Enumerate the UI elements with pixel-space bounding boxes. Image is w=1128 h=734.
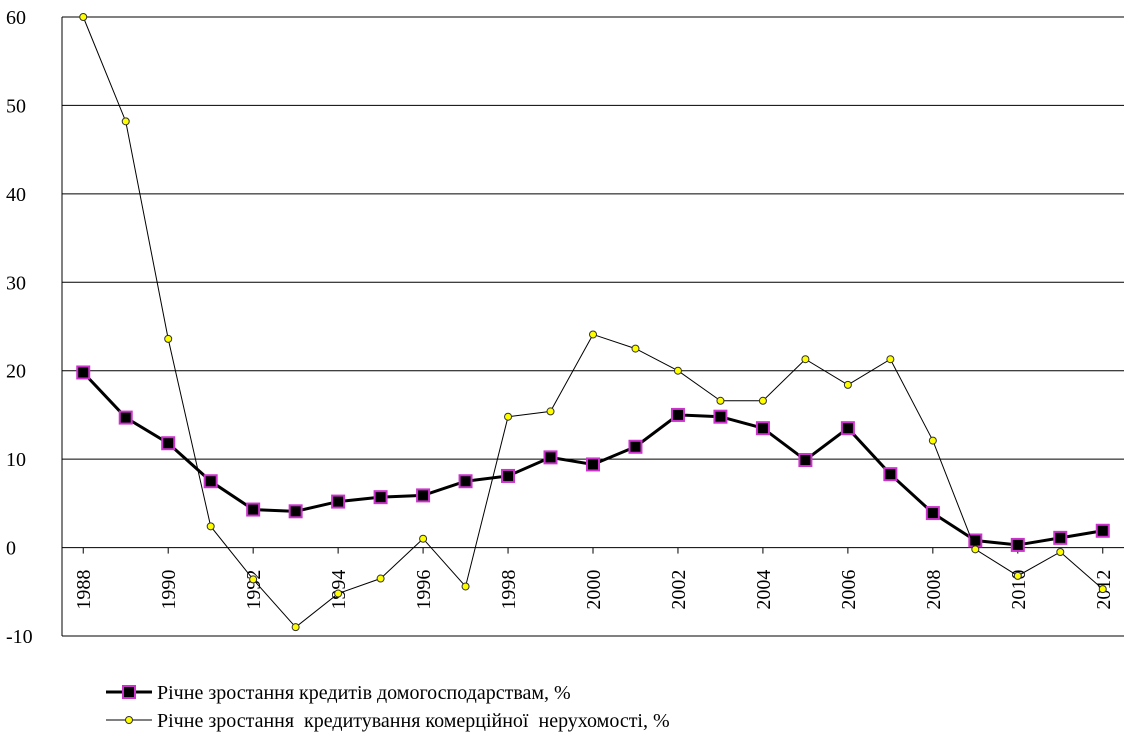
marker xyxy=(716,396,725,405)
marker xyxy=(843,380,852,389)
x-tick-label: 2004 xyxy=(753,570,775,610)
y-tick-label: 30 xyxy=(6,272,26,294)
y-tick-label: 60 xyxy=(6,7,26,29)
marker xyxy=(1095,523,1110,538)
marker xyxy=(589,330,597,339)
marker xyxy=(886,355,895,364)
legend-label: Річне зростання кредитування комерційної… xyxy=(157,710,670,732)
x-tick-label: 2002 xyxy=(668,570,690,610)
marker xyxy=(628,439,643,454)
marker xyxy=(798,453,813,468)
x-tick-label: 2010 xyxy=(1008,570,1030,610)
marker xyxy=(713,409,728,424)
marker xyxy=(164,334,173,343)
x-tick-label: 1996 xyxy=(413,570,435,610)
marker xyxy=(673,366,682,375)
marker xyxy=(971,545,980,554)
marker xyxy=(758,396,767,405)
marker xyxy=(291,623,300,632)
y-tick-label: 40 xyxy=(6,184,26,206)
marker xyxy=(288,504,303,519)
x-tick-label: 1988 xyxy=(73,570,95,610)
x-tick-label: 2000 xyxy=(583,570,605,610)
marker xyxy=(670,407,685,422)
legend-marker xyxy=(125,716,133,724)
marker xyxy=(840,421,855,436)
marker xyxy=(458,474,473,489)
marker xyxy=(373,490,388,505)
marker xyxy=(546,407,555,416)
marker xyxy=(543,450,558,465)
marker xyxy=(1010,537,1025,552)
legend-marker xyxy=(122,685,136,699)
marker xyxy=(1098,585,1107,594)
marker xyxy=(883,467,898,482)
marker xyxy=(376,574,385,583)
y-tick-label: 10 xyxy=(6,449,26,471)
marker xyxy=(968,533,983,548)
x-tick-label: 1994 xyxy=(328,570,350,610)
marker xyxy=(334,589,343,598)
x-tick-label: 1990 xyxy=(158,570,180,610)
marker xyxy=(504,412,513,421)
marker xyxy=(76,365,91,380)
x-tick-label: 2008 xyxy=(923,570,945,610)
marker xyxy=(1013,571,1022,580)
marker xyxy=(461,582,470,591)
y-tick-label: -10 xyxy=(6,626,33,648)
marker xyxy=(1053,530,1068,545)
marker xyxy=(206,522,215,531)
marker xyxy=(925,506,940,521)
x-tick-label: 1998 xyxy=(498,570,520,610)
marker xyxy=(121,117,130,126)
marker xyxy=(118,410,133,425)
marker xyxy=(755,421,770,436)
marker xyxy=(246,502,261,517)
x-tick-label: 2006 xyxy=(838,570,860,610)
x-tick-label: 1992 xyxy=(243,570,265,610)
series-line xyxy=(82,16,1104,628)
marker xyxy=(801,355,810,364)
marker xyxy=(419,534,428,543)
marker xyxy=(161,436,176,451)
marker xyxy=(416,488,431,503)
y-tick-label: 50 xyxy=(6,95,26,117)
marker xyxy=(331,494,346,509)
y-tick-label: 0 xyxy=(6,538,16,560)
marker xyxy=(1056,547,1065,556)
marker xyxy=(928,436,937,445)
marker xyxy=(631,344,640,353)
legend-label: Річне зростання кредитів домогосподарств… xyxy=(157,682,571,704)
marker xyxy=(249,575,258,584)
marker xyxy=(79,13,88,21)
marker xyxy=(203,474,218,489)
marker xyxy=(501,468,516,483)
marker xyxy=(586,457,600,472)
y-tick-label: 20 xyxy=(6,361,26,383)
